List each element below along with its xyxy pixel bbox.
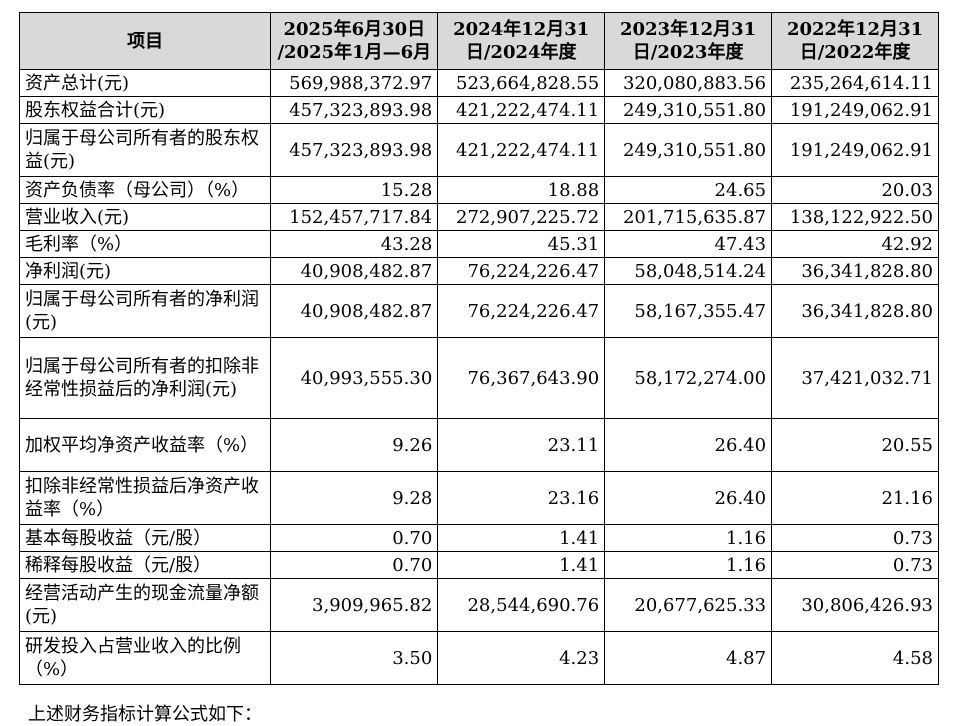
cell-value: 76,367,643.90: [437, 337, 606, 419]
table-row: 经营活动产生的现金流量净额(元) 3,909,965.82 28,544,690…: [18, 578, 939, 632]
row-label: 归属于母公司所有者的股东权益(元): [18, 123, 272, 177]
cell-value: 76,224,226.47: [437, 257, 606, 285]
cell-value: 320,080,883.56: [604, 69, 773, 97]
table-row: 资产负债率（母公司）（%） 15.28 18.88 24.65 20.03: [18, 176, 939, 204]
row-label: 归属于母公司所有者的扣除非经常性损益后的净利润(元): [18, 337, 272, 419]
cell-value: 0.70: [270, 551, 439, 579]
table-row: 营业收入(元) 152,457,717.84 272,907,225.72 20…: [18, 203, 939, 231]
row-label: 股东权益合计(元): [18, 96, 272, 124]
cell-value: 26.40: [604, 418, 773, 472]
row-label: 资产总计(元): [18, 69, 272, 97]
cell-value: 191,249,062.91: [771, 96, 939, 124]
cell-value: 58,172,274.00: [604, 337, 773, 419]
cell-value: 20.03: [771, 176, 939, 204]
table-row: 研发投入占营业收入的比例（%） 3.50 4.23 4.87 4.58: [18, 631, 939, 685]
header-period-2: 2024年12月31 日/2024年度: [437, 12, 606, 70]
cell-value: 4.23: [437, 631, 606, 685]
cell-value: 43.28: [270, 230, 439, 258]
cell-value: 36,341,828.80: [771, 284, 939, 338]
cell-value: 20.55: [771, 418, 939, 472]
cell-value: 191,249,062.91: [771, 123, 939, 177]
table-row: 股东权益合计(元) 457,323,893.98 421,222,474.11 …: [18, 96, 939, 124]
cell-value: 457,323,893.98: [270, 96, 439, 124]
cell-value: 0.73: [771, 524, 939, 552]
cell-value: 26.40: [604, 471, 773, 525]
row-label: 基本每股收益（元/股）: [18, 524, 272, 552]
cell-value: 3,909,965.82: [270, 578, 439, 632]
header-period-3: 2023年12月31 日/2023年度: [604, 12, 773, 70]
row-label: 经营活动产生的现金流量净额(元): [18, 578, 272, 632]
cell-value: 23.11: [437, 418, 606, 472]
cell-value: 40,908,482.87: [270, 257, 439, 285]
table-row: 毛利率（%） 43.28 45.31 47.43 42.92: [18, 230, 939, 258]
cell-value: 523,664,828.55: [437, 69, 606, 97]
cell-value: 42.92: [771, 230, 939, 258]
row-label: 加权平均净资产收益率（%）: [18, 418, 272, 472]
cell-value: 4.58: [771, 631, 939, 685]
table-row: 净利润(元) 40,908,482.87 76,224,226.47 58,04…: [18, 257, 939, 285]
cell-value: 0.73: [771, 551, 939, 579]
cell-value: 58,048,514.24: [604, 257, 773, 285]
cell-value: 235,264,614.11: [771, 69, 939, 97]
cell-value: 58,167,355.47: [604, 284, 773, 338]
cell-value: 3.50: [270, 631, 439, 685]
cell-value: 40,908,482.87: [270, 284, 439, 338]
cell-value: 1.41: [437, 551, 606, 579]
cell-value: 1.16: [604, 551, 773, 579]
cell-value: 1.16: [604, 524, 773, 552]
cell-value: 9.26: [270, 418, 439, 472]
cell-value: 421,222,474.11: [437, 123, 606, 177]
cell-value: 4.87: [604, 631, 773, 685]
cell-value: 15.28: [270, 176, 439, 204]
header-period-1: 2025年6月30日/2025年1月—6月: [270, 12, 439, 70]
row-label: 扣除非经常性损益后净资产收益率（%）: [18, 471, 272, 525]
row-label: 毛利率（%）: [18, 230, 272, 258]
cell-value: 23.16: [437, 471, 606, 525]
row-label: 研发投入占营业收入的比例（%）: [18, 631, 272, 685]
cell-value: 37,421,032.71: [771, 337, 939, 419]
header-period-4: 2022年12月31 日/2022年度: [771, 12, 939, 70]
cell-value: 24.65: [604, 176, 773, 204]
row-label: 归属于母公司所有者的净利润(元): [18, 284, 272, 338]
cell-value: 457,323,893.98: [270, 123, 439, 177]
cell-value: 421,222,474.11: [437, 96, 606, 124]
cell-value: 40,993,555.30: [270, 337, 439, 419]
cell-value: 30,806,426.93: [771, 578, 939, 632]
row-label: 稀释每股收益（元/股）: [18, 551, 272, 579]
cell-value: 21.16: [771, 471, 939, 525]
cell-value: 36,341,828.80: [771, 257, 939, 285]
table-row: 基本每股收益（元/股） 0.70 1.41 1.16 0.73: [18, 524, 939, 552]
cell-value: 20,677,625.33: [604, 578, 773, 632]
cell-value: 249,310,551.80: [604, 123, 773, 177]
table-row: 资产总计(元) 569,988,372.97 523,664,828.55 32…: [18, 69, 939, 97]
cell-value: 201,715,635.87: [604, 203, 773, 231]
cell-value: 28,544,690.76: [437, 578, 606, 632]
header-item: 项目: [18, 12, 272, 70]
cell-value: 47.43: [604, 230, 773, 258]
cell-value: 9.28: [270, 471, 439, 525]
cell-value: 1.41: [437, 524, 606, 552]
cell-value: 76,224,226.47: [437, 284, 606, 338]
row-label: 净利润(元): [18, 257, 272, 285]
cell-value: 45.31: [437, 230, 606, 258]
table-row: 稀释每股收益（元/股） 0.70 1.41 1.16 0.73: [18, 551, 939, 579]
table-row: 归属于母公司所有者的扣除非经常性损益后的净利润(元) 40,993,555.30…: [18, 337, 939, 419]
cell-value: 18.88: [437, 176, 606, 204]
cell-value: 0.70: [270, 524, 439, 552]
cell-value: 272,907,225.72: [437, 203, 606, 231]
cell-value: 569,988,372.97: [270, 69, 439, 97]
table-row: 扣除非经常性损益后净资产收益率（%） 9.28 23.16 26.40 21.1…: [18, 471, 939, 525]
row-label: 资产负债率（母公司）（%）: [18, 176, 272, 204]
table-row: 归属于母公司所有者的股东权益(元) 457,323,893.98 421,222…: [18, 123, 939, 177]
cell-value: 152,457,717.84: [270, 203, 439, 231]
row-label: 营业收入(元): [18, 203, 272, 231]
table-row: 加权平均净资产收益率（%） 9.26 23.11 26.40 20.55: [18, 418, 939, 472]
footer-note: 上述财务指标计算公式如下：: [28, 704, 262, 725]
header-row: 项目 2025年6月30日/2025年1月—6月 2024年12月31 日/202…: [18, 12, 939, 70]
financial-indicators-table: 项目 2025年6月30日/2025年1月—6月 2024年12月31 日/202…: [18, 12, 939, 685]
cell-value: 138,122,922.50: [771, 203, 939, 231]
cell-value: 249,310,551.80: [604, 96, 773, 124]
table-row: 归属于母公司所有者的净利润(元) 40,908,482.87 76,224,22…: [18, 284, 939, 338]
